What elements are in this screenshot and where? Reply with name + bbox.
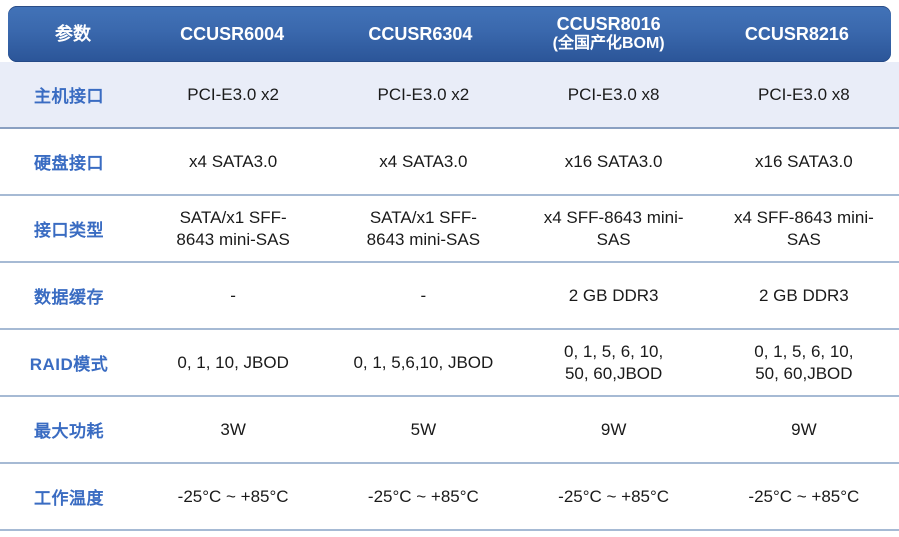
spec-table: 主机接口 PCI-E3.0 x2 PCI-E3.0 x2 PCI-E3.0 x8… — [0, 62, 899, 531]
spec-cell: x4 SATA3.0 — [189, 151, 278, 171]
spec-cell: 2 GB DDR3 — [568, 285, 659, 305]
column-header-ccusr6004: CCUSR6004 — [138, 24, 326, 45]
spec-cell: - — [230, 285, 236, 305]
row-label: 硬盘接口 — [34, 154, 104, 173]
column-header-ccusr6304: CCUSR6304 — [326, 24, 514, 45]
column-title: CCUSR6304 — [368, 23, 473, 44]
spec-cell: SATA/x1 SFF- 8643 mini-SAS — [366, 207, 481, 249]
row-label: 最大功耗 — [34, 422, 104, 441]
spec-cell: PCI-E3.0 x2 — [377, 84, 470, 104]
column-header-ccusr8016: CCUSR8016 (全国产化BOM) — [515, 14, 703, 53]
spec-cell: x4 SFF-8643 mini- SAS — [733, 207, 874, 249]
spec-cell: PCI-E3.0 x8 — [758, 84, 850, 104]
spec-cell: 9W — [600, 419, 627, 439]
param-column-header: 参数 — [55, 23, 91, 44]
spec-cell: 0, 1, 5, 6, 10, 50, 60,JBOD — [564, 341, 664, 383]
spec-cell: -25°C ~ +85°C — [177, 486, 289, 506]
spec-cell: SATA/x1 SFF- 8643 mini-SAS — [176, 207, 290, 249]
row-label: 主机接口 — [34, 87, 104, 106]
spec-comparison-page: 参数 CCUSR6004 CCUSR6304 CCUSR8016 (全国产化BO… — [0, 6, 899, 537]
column-title: CCUSR8016 — [556, 14, 661, 35]
spec-cell: PCI-E3.0 x2 — [187, 84, 279, 104]
spec-cell: 0, 1, 5, 6, 10, 50, 60,JBOD — [754, 341, 854, 383]
table-row-data-cache: 数据缓存 - - 2 GB DDR3 2 GB DDR3 — [0, 263, 899, 330]
column-header-ccusr8216: CCUSR8216 — [703, 24, 891, 45]
spec-cell: 5W — [410, 419, 437, 439]
spec-cell: PCI-E3.0 x8 — [567, 84, 660, 104]
table-row-max-power: 最大功耗 3W 5W 9W 9W — [0, 397, 899, 464]
column-title: CCUSR8216 — [744, 23, 849, 44]
table-row-raid-modes: RAID模式 0, 1, 10, JBOD 0, 1, 5,6,10, JBOD… — [0, 330, 899, 397]
row-label: 数据缓存 — [34, 288, 104, 307]
table-row-operating-temperature: 工作温度 -25°C ~ +85°C -25°C ~ +85°C -25°C ~… — [0, 464, 899, 531]
spec-cell: -25°C ~ +85°C — [748, 486, 860, 506]
spec-cell: x16 SATA3.0 — [564, 151, 663, 171]
spec-cell: 0, 1, 5,6,10, JBOD — [353, 352, 494, 372]
row-label: 接口类型 — [34, 221, 104, 240]
table-row-disk-interface: 硬盘接口 x4 SATA3.0 x4 SATA3.0 x16 SATA3.0 x… — [0, 129, 899, 196]
spec-cell: 2 GB DDR3 — [759, 285, 849, 305]
row-label: RAID模式 — [29, 355, 109, 374]
spec-cell: 9W — [791, 419, 817, 439]
spec-cell: 3W — [220, 419, 246, 439]
spec-cell: - — [420, 285, 427, 305]
column-title: CCUSR6004 — [180, 23, 285, 44]
spec-cell: -25°C ~ +85°C — [367, 486, 479, 506]
spec-cell: x4 SFF-8643 mini- SAS — [543, 207, 684, 249]
spec-cell: 0, 1, 10, JBOD — [177, 352, 289, 372]
column-subtitle: (全国产化BOM) — [552, 35, 665, 53]
row-label: 工作温度 — [34, 489, 104, 508]
spec-cell: x4 SATA3.0 — [379, 151, 468, 171]
spec-cell: x16 SATA3.0 — [755, 151, 853, 171]
table-row-host-interface: 主机接口 PCI-E3.0 x2 PCI-E3.0 x2 PCI-E3.0 x8… — [0, 62, 899, 129]
table-header-row: 参数 CCUSR6004 CCUSR6304 CCUSR8016 (全国产化BO… — [8, 6, 891, 62]
table-row-connector-type: 接口类型 SATA/x1 SFF- 8643 mini-SAS SATA/x1 … — [0, 196, 899, 263]
spec-cell: -25°C ~ +85°C — [558, 486, 670, 506]
